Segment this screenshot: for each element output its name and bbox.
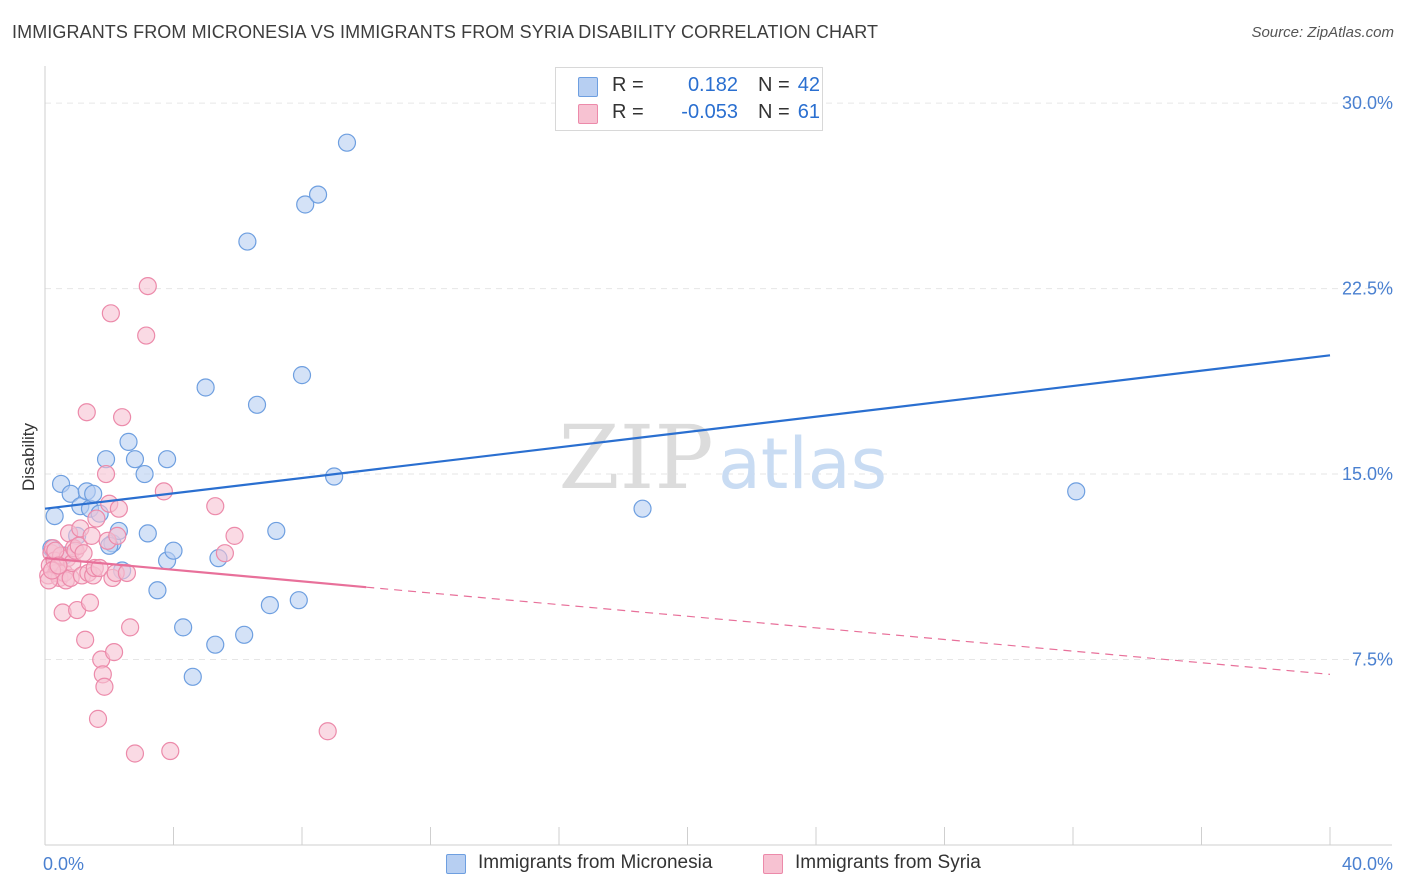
syria-point — [77, 403, 96, 422]
micronesia-point — [260, 596, 279, 615]
watermark: ZIP atlas — [558, 406, 887, 509]
syria-point — [76, 630, 95, 649]
series-legend: Immigrants from Micronesia Immigrants fr… — [0, 852, 1406, 878]
micronesia-point — [84, 484, 103, 503]
micronesia-point — [183, 667, 202, 686]
micronesia-point — [235, 625, 254, 644]
syria-point — [88, 709, 108, 728]
syria-point — [74, 544, 93, 563]
legend-label-micronesia: Immigrants from Micronesia — [478, 852, 713, 873]
micronesia-point — [633, 499, 652, 518]
r-label: R = — [612, 74, 644, 96]
n-label: N = — [758, 74, 790, 96]
syria-point — [138, 276, 157, 296]
watermark-zip: ZIP — [558, 406, 713, 509]
micronesia-point — [206, 635, 225, 654]
micronesia-swatch — [578, 77, 598, 97]
syria-trend-line — [44, 557, 367, 589]
micronesia-point — [308, 185, 328, 204]
y-tick-label: 22.5% — [1342, 279, 1393, 299]
r-label: R = — [612, 101, 644, 123]
syria-point — [137, 326, 156, 345]
micronesia-point — [157, 450, 177, 469]
micronesia-point — [174, 618, 193, 637]
syria-point — [108, 526, 127, 545]
y-axis-label: Disability — [19, 422, 38, 491]
syria-legend-swatch — [763, 854, 783, 874]
syria-point — [125, 744, 145, 763]
n-value: 61 — [797, 101, 820, 123]
micronesia-point — [267, 521, 286, 541]
tick-labels: 7.5% 15.0% 22.5% 30.0% 0.0% 40.0% — [43, 93, 1393, 874]
syria-point — [95, 677, 114, 696]
trend-lines — [44, 354, 1331, 675]
syria-point — [87, 509, 106, 528]
syria-point — [101, 304, 120, 323]
micronesia-point — [45, 506, 64, 526]
data-points — [39, 133, 1086, 763]
x-tick-label: 0.0% — [43, 854, 84, 874]
x-tick-label: 40.0% — [1342, 854, 1393, 874]
syria-point — [96, 464, 116, 484]
syria-point — [112, 408, 132, 427]
micronesia-point — [135, 464, 154, 484]
legend-label-syria: Immigrants from Syria — [795, 852, 981, 873]
micronesia-point — [289, 591, 308, 610]
micronesia-point — [1067, 482, 1086, 501]
y-tick-label: 30.0% — [1342, 93, 1393, 113]
micronesia-point — [292, 366, 312, 385]
micronesia-point — [196, 378, 215, 397]
micronesia-point — [325, 467, 344, 486]
n-value: 42 — [797, 74, 820, 96]
syria-point — [161, 741, 180, 761]
syria-point — [121, 618, 140, 637]
y-tick-label: 7.5% — [1352, 650, 1393, 670]
syria-point — [49, 556, 68, 575]
n-label: N = — [758, 101, 790, 123]
micronesia-trend-line — [44, 354, 1331, 510]
r-value: 0.182 — [687, 74, 738, 96]
syria-point — [318, 722, 337, 741]
syria-point — [109, 499, 128, 518]
micronesia-point — [247, 395, 267, 414]
syria-point — [154, 482, 173, 501]
syria-point — [46, 541, 65, 560]
syria-point — [225, 526, 244, 545]
micronesia-legend-swatch — [446, 854, 466, 874]
chart-title: IMMIGRANTS FROM MICRONESIA VS IMMIGRANTS… — [12, 22, 879, 42]
syria-point — [104, 643, 124, 662]
micronesia-point — [238, 232, 257, 251]
micronesia-point — [337, 133, 357, 152]
syria-trend-extension — [366, 586, 1331, 675]
micronesia-point — [138, 524, 157, 543]
syria-point — [80, 593, 100, 612]
micronesia-point — [148, 581, 167, 600]
source-label: Source: ZipAtlas.com — [1251, 24, 1394, 41]
micronesia-point — [296, 195, 315, 214]
r-value: -0.053 — [681, 101, 738, 123]
syria-point — [82, 526, 101, 545]
syria-point — [215, 544, 234, 563]
axes — [44, 66, 1392, 846]
micronesia-point — [164, 541, 183, 560]
micronesia-point — [125, 450, 145, 469]
micronesia-point — [119, 432, 138, 451]
syria-point — [206, 497, 225, 516]
y-tick-label: 15.0% — [1342, 464, 1393, 484]
correlation-legend: R = 0.182 N = 42 R = -0.053 N = 61 — [555, 67, 823, 131]
syria-swatch — [578, 104, 598, 124]
watermark-atlas: atlas — [718, 423, 887, 505]
